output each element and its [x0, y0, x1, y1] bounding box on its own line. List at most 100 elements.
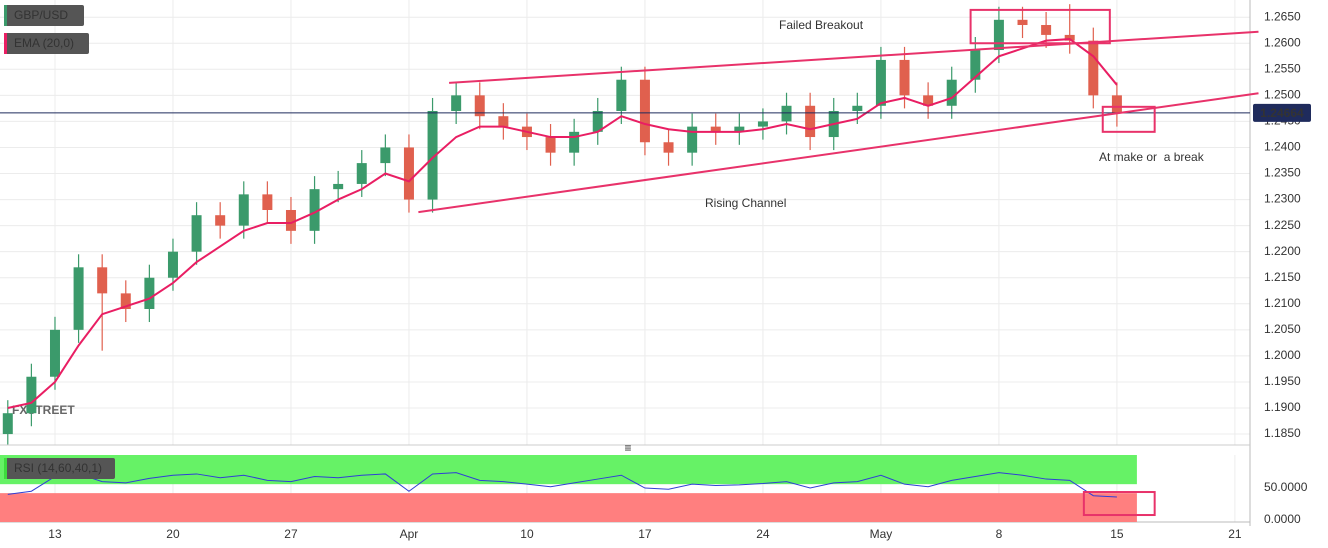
candle-body: [1041, 25, 1052, 35]
candle-body: [97, 267, 108, 294]
highlight-box: [1082, 491, 1156, 517]
x-tick-label: Apr: [400, 527, 419, 541]
last-price-box: [1253, 103, 1311, 122]
candle-body: [875, 59, 886, 106]
y-tick-label: 1.2400: [1264, 140, 1301, 154]
annotation: Failed Breakout: [779, 18, 864, 32]
x-tick-label: 20: [166, 527, 180, 541]
candle-body: [899, 59, 910, 96]
x-tick-label: 10: [520, 527, 534, 541]
y-tick-label: 1.1900: [1264, 400, 1301, 414]
candle-body: [262, 194, 273, 210]
candle-body: [427, 110, 438, 200]
candle-body: [380, 147, 391, 164]
x-tick-label: 13: [48, 527, 62, 541]
last-price-label: 1.24664: [1260, 106, 1304, 120]
candle-body: [616, 79, 627, 111]
candle-body: [805, 105, 816, 138]
candle-body: [144, 277, 155, 309]
y-tick-label: 1.2650: [1264, 9, 1301, 23]
candle-body: [120, 293, 131, 309]
annotation: At make or a break: [1099, 150, 1205, 164]
candle-body: [687, 126, 698, 153]
rsi-band: [0, 455, 1137, 485]
candle-body: [569, 131, 580, 153]
rsi-tick-label: 0.0000: [1264, 512, 1301, 526]
candle-body: [26, 376, 37, 414]
y-tick-label: 1.2000: [1264, 348, 1301, 362]
candle-body: [663, 142, 674, 153]
candle-body: [923, 95, 934, 106]
y-tick-label: 1.2300: [1264, 192, 1301, 206]
y-tick-label: 1.2100: [1264, 296, 1301, 310]
rsi-line: [7, 472, 1117, 498]
candle-body: [333, 183, 344, 190]
x-tick-label: 8: [996, 527, 1003, 541]
candle-body: [49, 329, 60, 377]
x-tick-label: 24: [756, 527, 770, 541]
candle-body: [639, 79, 650, 143]
candle-body: [356, 163, 367, 184]
ema-line: [7, 38, 1118, 409]
legend-label: GBP/USD: [14, 8, 68, 22]
highlight-box: [1101, 105, 1156, 133]
legend-box: [4, 33, 89, 54]
x-tick-label: 21: [1228, 527, 1242, 541]
candle-body: [734, 126, 745, 132]
candle-body: [285, 209, 296, 231]
candle-body: [946, 79, 957, 106]
candle-body: [474, 95, 485, 117]
candle-body: [757, 121, 768, 127]
candle-body: [1017, 19, 1028, 26]
candle-body: [852, 105, 863, 111]
candle-body: [403, 147, 414, 200]
candle-body: [545, 137, 556, 153]
candle-body: [993, 19, 1004, 51]
candle-body: [970, 50, 981, 80]
legend-box: [4, 5, 84, 26]
candle-body: [498, 116, 509, 127]
y-tick-label: 1.1950: [1264, 374, 1301, 388]
drag-handle: ≡: [624, 441, 631, 455]
y-tick-label: 1.2050: [1264, 322, 1301, 336]
trendline: [449, 30, 1259, 84]
legend-box: [4, 458, 115, 479]
candle-body: [309, 189, 320, 231]
legend-swatch: [4, 5, 7, 26]
y-tick-label: 1.2150: [1264, 270, 1301, 284]
legend-label: EMA (20,0): [14, 36, 74, 50]
y-tick-label: 1.2550: [1264, 61, 1301, 75]
candle-body: [1088, 40, 1099, 96]
candle-body: [451, 95, 462, 111]
y-tick-label: 1.2600: [1264, 35, 1301, 49]
x-tick-label: 17: [638, 527, 652, 541]
candle-body: [73, 267, 84, 330]
candle-body: [215, 215, 226, 226]
y-tick-label: 1.2200: [1264, 244, 1301, 258]
legend-label: RSI (14,60,40,1): [14, 461, 102, 475]
y-tick-label: 1.2350: [1264, 166, 1301, 180]
candle-body: [1111, 95, 1122, 114]
highlight-box: [969, 8, 1111, 45]
candle-body: [710, 126, 721, 132]
annotation: Rising Channel: [705, 196, 786, 210]
trendline: [418, 92, 1259, 214]
legend-swatch: [4, 458, 7, 479]
candle-body: [781, 105, 792, 122]
y-tick-label: 1.2250: [1264, 218, 1301, 232]
candle-body: [2, 413, 13, 435]
rsi-tick-label: 50.0000: [1264, 480, 1308, 494]
x-tick-label: 15: [1110, 527, 1124, 541]
legend-swatch: [4, 33, 7, 54]
x-tick-label: 27: [284, 527, 298, 541]
candle-body: [1064, 34, 1075, 41]
y-tick-label: 1.2500: [1264, 88, 1301, 102]
candle-body: [238, 194, 249, 226]
rsi-band: [0, 493, 1137, 522]
candle-body: [167, 251, 178, 278]
x-tick-label: May: [870, 527, 893, 541]
candle-body: [191, 215, 202, 252]
candle-body: [592, 110, 603, 132]
